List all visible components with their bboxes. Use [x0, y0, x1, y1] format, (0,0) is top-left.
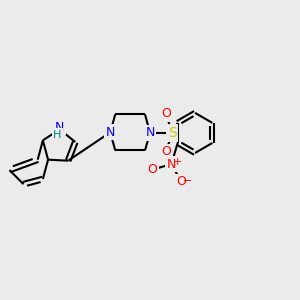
Text: O: O [161, 107, 171, 120]
Text: N: N [106, 126, 115, 139]
Text: O: O [176, 175, 186, 188]
Text: N: N [145, 126, 155, 140]
Text: O: O [161, 146, 171, 158]
Text: N: N [55, 121, 64, 134]
Text: H: H [53, 130, 61, 140]
Text: −: − [183, 176, 192, 186]
Text: +: + [173, 157, 182, 167]
Text: O: O [147, 163, 157, 176]
Text: S: S [168, 126, 176, 140]
Text: N: N [167, 158, 176, 170]
